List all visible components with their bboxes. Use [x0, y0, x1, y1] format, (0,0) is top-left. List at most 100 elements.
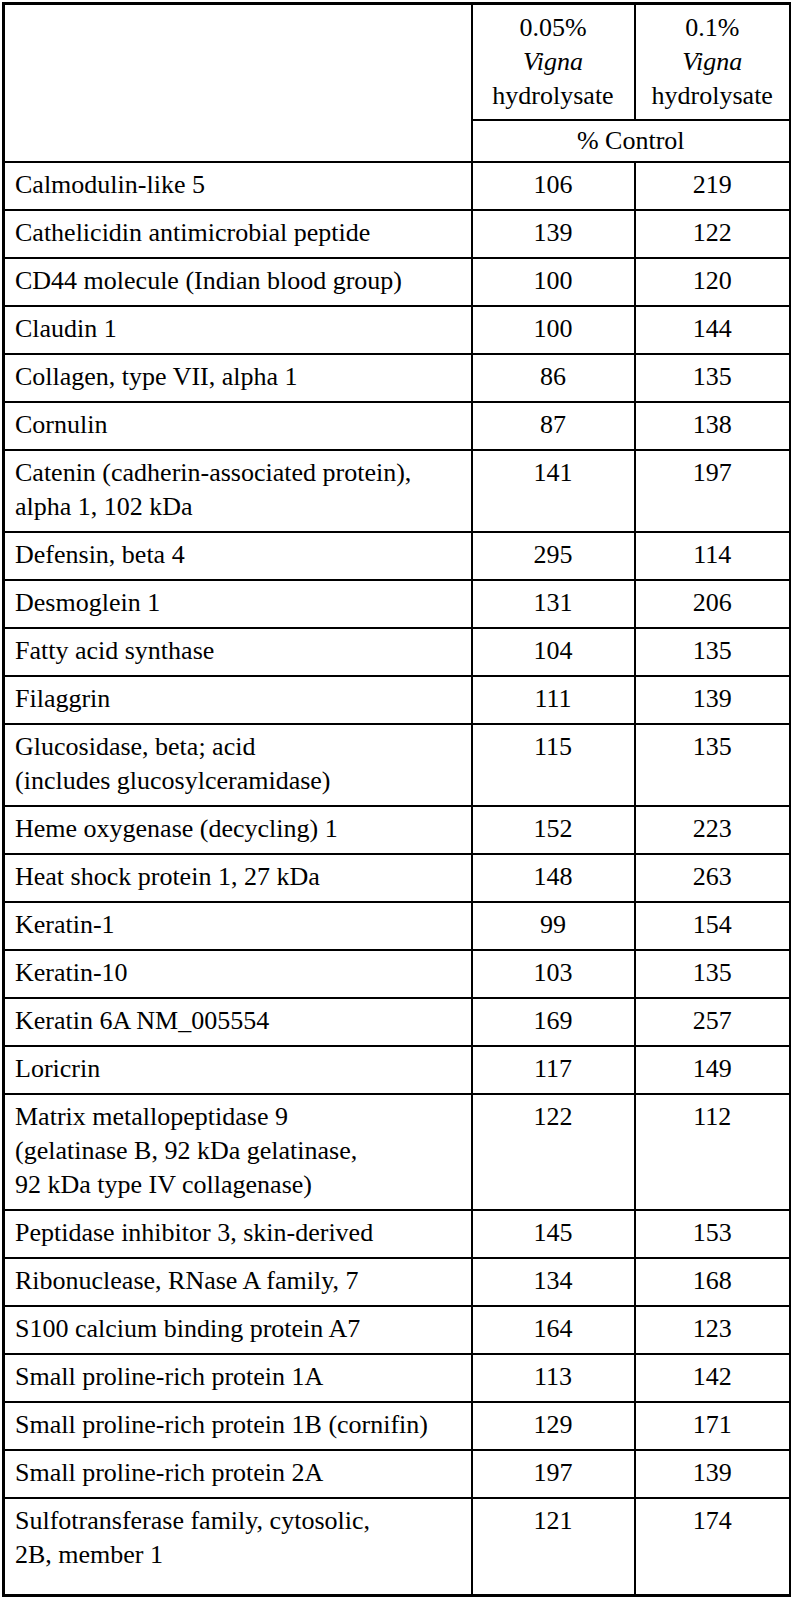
low-dose-value-cell: 99: [472, 902, 635, 950]
gene-name-cell: Calmodulin-like 5: [4, 162, 472, 210]
table-row: Keratin-10 103 135: [4, 950, 791, 998]
low-dose-value-cell: 100: [472, 258, 635, 306]
gene-name-cell: Peptidase inhibitor 3, skin-derived: [4, 1210, 472, 1258]
table-row: Defensin, beta 4 295 114: [4, 532, 791, 580]
high-dose-value-cell: 257: [635, 998, 791, 1046]
gene-name-cell: Small proline-rich protein 2A: [4, 1450, 472, 1498]
table-row: Heat shock protein 1, 27 kDa 148 263: [4, 854, 791, 902]
gene-name-cell: Heat shock protein 1, 27 kDa: [4, 854, 472, 902]
low-dose-value-cell: 113: [472, 1354, 635, 1402]
gene-name-cell: Cathelicidin antimicrobial peptide: [4, 210, 472, 258]
low-dose-value-cell: 104: [472, 628, 635, 676]
gene-name-cell: Claudin 1: [4, 306, 472, 354]
low-dose-value-cell: 139: [472, 210, 635, 258]
table-row: Heme oxygenase (decycling) 1 152 223: [4, 806, 791, 854]
gene-name-cell: CD44 molecule (Indian blood group): [4, 258, 472, 306]
gene-name-cell: Desmoglein 1: [4, 580, 472, 628]
low-dose-value-cell: 115: [472, 724, 635, 806]
high-dose-value-cell: 114: [635, 532, 791, 580]
high-dose-value-cell: 139: [635, 1450, 791, 1498]
low-dose-value-cell: 111: [472, 676, 635, 724]
low-dose-value-cell: 103: [472, 950, 635, 998]
low-dose-value-cell: 152: [472, 806, 635, 854]
high-dose-value-cell: 174: [635, 1498, 791, 1596]
table-row: CD44 molecule (Indian blood group) 100 1…: [4, 258, 791, 306]
low-dose-value-cell: 129: [472, 1402, 635, 1450]
gene-name-cell: Keratin-1: [4, 902, 472, 950]
dose-percentage: 0.05%: [519, 13, 586, 42]
table-row: Peptidase inhibitor 3, skin-derived 145 …: [4, 1210, 791, 1258]
gene-name-cell: Filaggrin: [4, 676, 472, 724]
table-row: Claudin 1 100 144: [4, 306, 791, 354]
table-row: Ribonuclease, RNase A family, 7 134 168: [4, 1258, 791, 1306]
high-dose-value-cell: 171: [635, 1402, 791, 1450]
high-dose-value-cell: 219: [635, 162, 791, 210]
high-dose-value-cell: 223: [635, 806, 791, 854]
high-dose-value-cell: 142: [635, 1354, 791, 1402]
gene-name-cell: Glucosidase, beta; acid (includes glucos…: [4, 724, 472, 806]
gene-name-cell: Keratin 6A NM_005554: [4, 998, 472, 1046]
high-dose-value-cell: 139: [635, 676, 791, 724]
gene-name-cell: Loricrin: [4, 1046, 472, 1094]
low-dose-value-cell: 100: [472, 306, 635, 354]
high-dose-value-cell: 123: [635, 1306, 791, 1354]
species-name: Vigna: [682, 47, 742, 76]
table-row: Cornulin 87 138: [4, 402, 791, 450]
table-row: Small proline-rich protein 2A 197 139: [4, 1450, 791, 1498]
gene-name-cell: Heme oxygenase (decycling) 1: [4, 806, 472, 854]
table-row: Small proline-rich protein 1A 113 142: [4, 1354, 791, 1402]
high-dose-value-cell: 154: [635, 902, 791, 950]
table-header: 0.05% Vigna hydrolysate 0.1% Vigna hydro…: [4, 4, 791, 163]
low-dose-value-cell: 121: [472, 1498, 635, 1596]
header-row-treatments: 0.05% Vigna hydrolysate 0.1% Vigna hydro…: [4, 4, 791, 121]
gene-name-cell: Catenin (cadherin-associated protein), a…: [4, 450, 472, 532]
treatment-name: hydrolysate: [652, 81, 773, 110]
high-dose-value-cell: 206: [635, 580, 791, 628]
table-row: Collagen, type VII, alpha 1 86 135: [4, 354, 791, 402]
low-dose-value-cell: 122: [472, 1094, 635, 1210]
table-row: Desmoglein 1 131 206: [4, 580, 791, 628]
low-dose-value-cell: 86: [472, 354, 635, 402]
high-dose-value-cell: 135: [635, 724, 791, 806]
table-row: Keratin-1 99 154: [4, 902, 791, 950]
high-dose-value-cell: 120: [635, 258, 791, 306]
high-dose-value-cell: 112: [635, 1094, 791, 1210]
table-row: Small proline-rich protein 1B (cornifin)…: [4, 1402, 791, 1450]
high-dose-value-cell: 135: [635, 628, 791, 676]
table-row: S100 calcium binding protein A7 164 123: [4, 1306, 791, 1354]
low-dose-value-cell: 87: [472, 402, 635, 450]
low-dose-value-cell: 141: [472, 450, 635, 532]
high-dose-value-cell: 168: [635, 1258, 791, 1306]
low-dose-value-cell: 134: [472, 1258, 635, 1306]
high-dose-value-cell: 144: [635, 306, 791, 354]
gene-name-cell: Matrix metallopeptidase 9 (gelatinase B,…: [4, 1094, 472, 1210]
high-dose-value-cell: 135: [635, 354, 791, 402]
low-dose-value-cell: 148: [472, 854, 635, 902]
low-dose-value-cell: 131: [472, 580, 635, 628]
treatment-name: hydrolysate: [492, 81, 613, 110]
high-dose-value-cell: 149: [635, 1046, 791, 1094]
table-row: Cathelicidin antimicrobial peptide 139 1…: [4, 210, 791, 258]
table-row: Catenin (cadherin-associated protein), a…: [4, 450, 791, 532]
gene-name-cell: Collagen, type VII, alpha 1: [4, 354, 472, 402]
species-name: Vigna: [523, 47, 583, 76]
table-row: Glucosidase, beta; acid (includes glucos…: [4, 724, 791, 806]
low-dose-value-cell: 164: [472, 1306, 635, 1354]
table-row: Keratin 6A NM_005554 169 257: [4, 998, 791, 1046]
percent-control-spanner: % Control: [472, 120, 791, 162]
low-dose-value-cell: 117: [472, 1046, 635, 1094]
high-dose-value-cell: 135: [635, 950, 791, 998]
gene-name-cell: Keratin-10: [4, 950, 472, 998]
table-row: Loricrin 117 149: [4, 1046, 791, 1094]
gene-name-cell: Sulfotransferase family, cytosolic, 2B, …: [4, 1498, 472, 1596]
gene-name-cell: S100 calcium binding protein A7: [4, 1306, 472, 1354]
low-dose-value-cell: 145: [472, 1210, 635, 1258]
gene-name-cell: Defensin, beta 4: [4, 532, 472, 580]
table-body: Calmodulin-like 5 106 219 Cathelicidin a…: [4, 162, 791, 1596]
low-dose-value-cell: 169: [472, 998, 635, 1046]
table-row: Sulfotransferase family, cytosolic, 2B, …: [4, 1498, 791, 1596]
column-header-high-dose: 0.1% Vigna hydrolysate: [635, 4, 791, 121]
low-dose-value-cell: 295: [472, 532, 635, 580]
table-row: Calmodulin-like 5 106 219: [4, 162, 791, 210]
corner-empty-cell: [4, 4, 472, 163]
